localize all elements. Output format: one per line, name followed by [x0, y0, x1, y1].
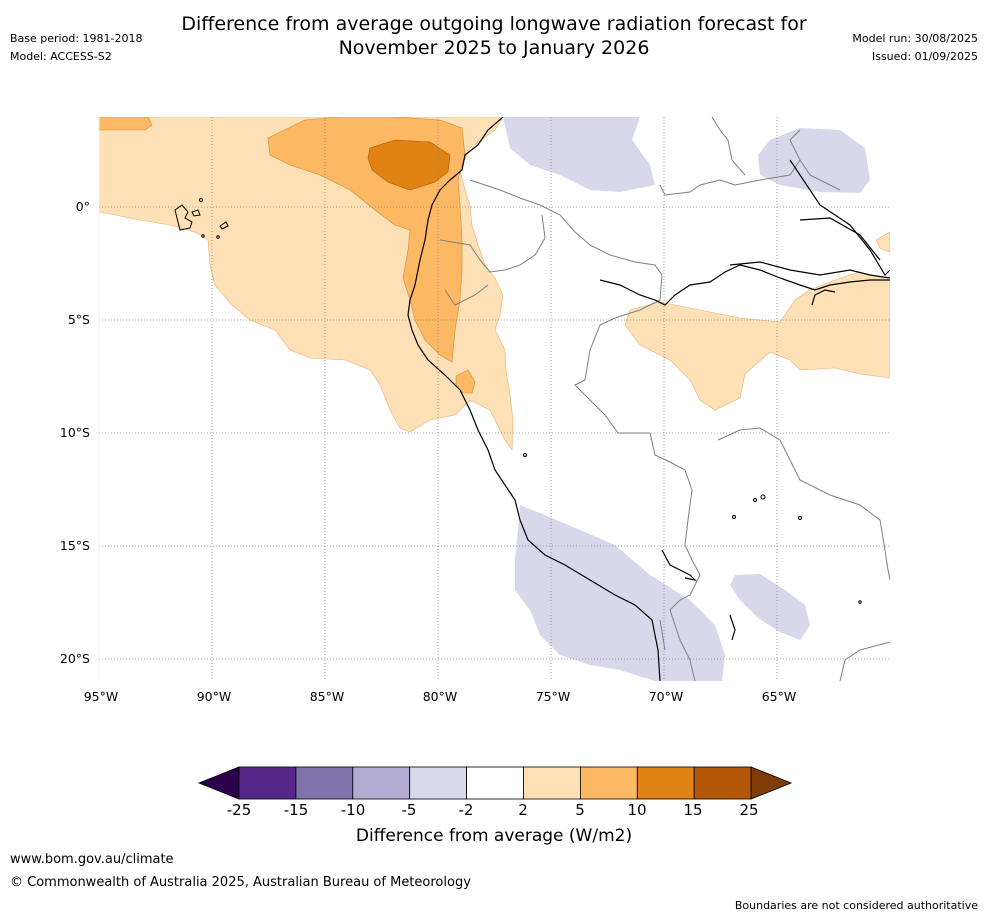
anomaly-region-5-10-corner: [99, 117, 153, 131]
lon-label-85w: 85°W: [309, 689, 345, 704]
colorbar-tick: 10: [627, 801, 647, 819]
colorbar-label: Difference from average (W/m2): [355, 826, 633, 846]
anomaly-region-neg-southeast: [730, 574, 810, 640]
colorbar-tick: -25: [226, 801, 252, 819]
colorbar-tick: -2: [458, 801, 474, 819]
base-period: Base period: 1981-2018: [10, 32, 143, 45]
colorbar-tick: -10: [340, 801, 366, 819]
anomaly-region-5-10-spot: [455, 369, 476, 394]
footer-website[interactable]: www.bom.gov.au/climate: [10, 852, 174, 867]
lat-label-5s: 5°S: [67, 312, 90, 327]
country-borders: [439, 117, 890, 681]
coastline: [407, 117, 890, 681]
footer-disclaimer: Boundaries are not considered authoritat…: [734, 899, 978, 912]
lon-label-80w: 80°W: [422, 689, 458, 704]
colorbar: [197, 766, 793, 800]
colorbar-tick: -5: [401, 801, 417, 819]
colorbar-segment: [466, 766, 524, 800]
lon-label-95w: 95°W: [83, 689, 119, 704]
colorbar-segment: [295, 766, 354, 800]
colorbar-segment: [636, 766, 695, 800]
lat-label-20s: 20°S: [59, 651, 90, 666]
colorbar-segment: [693, 766, 752, 800]
colorbar-tick: 25: [739, 801, 759, 819]
map-area: [99, 117, 890, 681]
title-line-1: Difference from average outgoing longwav…: [181, 13, 807, 35]
footer-copyright: © Commonwealth of Australia 2025, Austra…: [10, 875, 471, 890]
lon-label-75w: 75°W: [535, 689, 571, 704]
lat-label-10s: 10°S: [59, 425, 90, 440]
colorbar-segment: [523, 766, 581, 800]
colorbar-tick: 5: [575, 801, 585, 819]
anomaly-region-neg-north: [503, 117, 655, 192]
colorbar-segment: [580, 766, 638, 800]
anomaly-region-neg-south: [515, 505, 725, 681]
colorbar-segment: [352, 766, 411, 800]
colorbar-segment: [238, 766, 297, 800]
colorbar-arrow-high: [750, 766, 793, 800]
colorbar-tick: 15: [683, 801, 703, 819]
model-run: Model run: 30/08/2025: [852, 32, 978, 45]
colorbar-tick: -15: [283, 801, 309, 819]
colorbar-tick: 2: [518, 801, 528, 819]
title-line-2: November 2025 to January 2026: [338, 37, 650, 59]
model-name: Model: ACCESS-S2: [10, 50, 112, 63]
lat-label-0: 0°: [75, 199, 90, 214]
anomaly-region-10-15: [367, 139, 451, 191]
inland-lakes: [523, 453, 862, 604]
issued-date: Issued: 01/09/2025: [871, 50, 978, 63]
anomaly-region-neg-northeast: [758, 128, 870, 193]
lon-label-90w: 90°W: [196, 689, 232, 704]
lon-label-65w: 65°W: [761, 689, 797, 704]
colorbar-segment: [409, 766, 468, 800]
galapagos-islands: [174, 198, 229, 239]
anomaly-region-2-5-east: [875, 231, 890, 253]
meta-right: Model run: 30/08/2025 Issued: 01/09/2025: [852, 30, 978, 66]
lat-label-15s: 15°S: [59, 538, 90, 553]
lon-label-70w: 70°W: [648, 689, 684, 704]
anomaly-region-2-5-inland: [624, 271, 890, 411]
meta-left: Base period: 1981-2018 Model: ACCESS-S2: [10, 30, 142, 66]
colorbar-arrow-low: [197, 766, 240, 800]
map-title: Difference from average outgoing longwav…: [0, 12, 988, 60]
